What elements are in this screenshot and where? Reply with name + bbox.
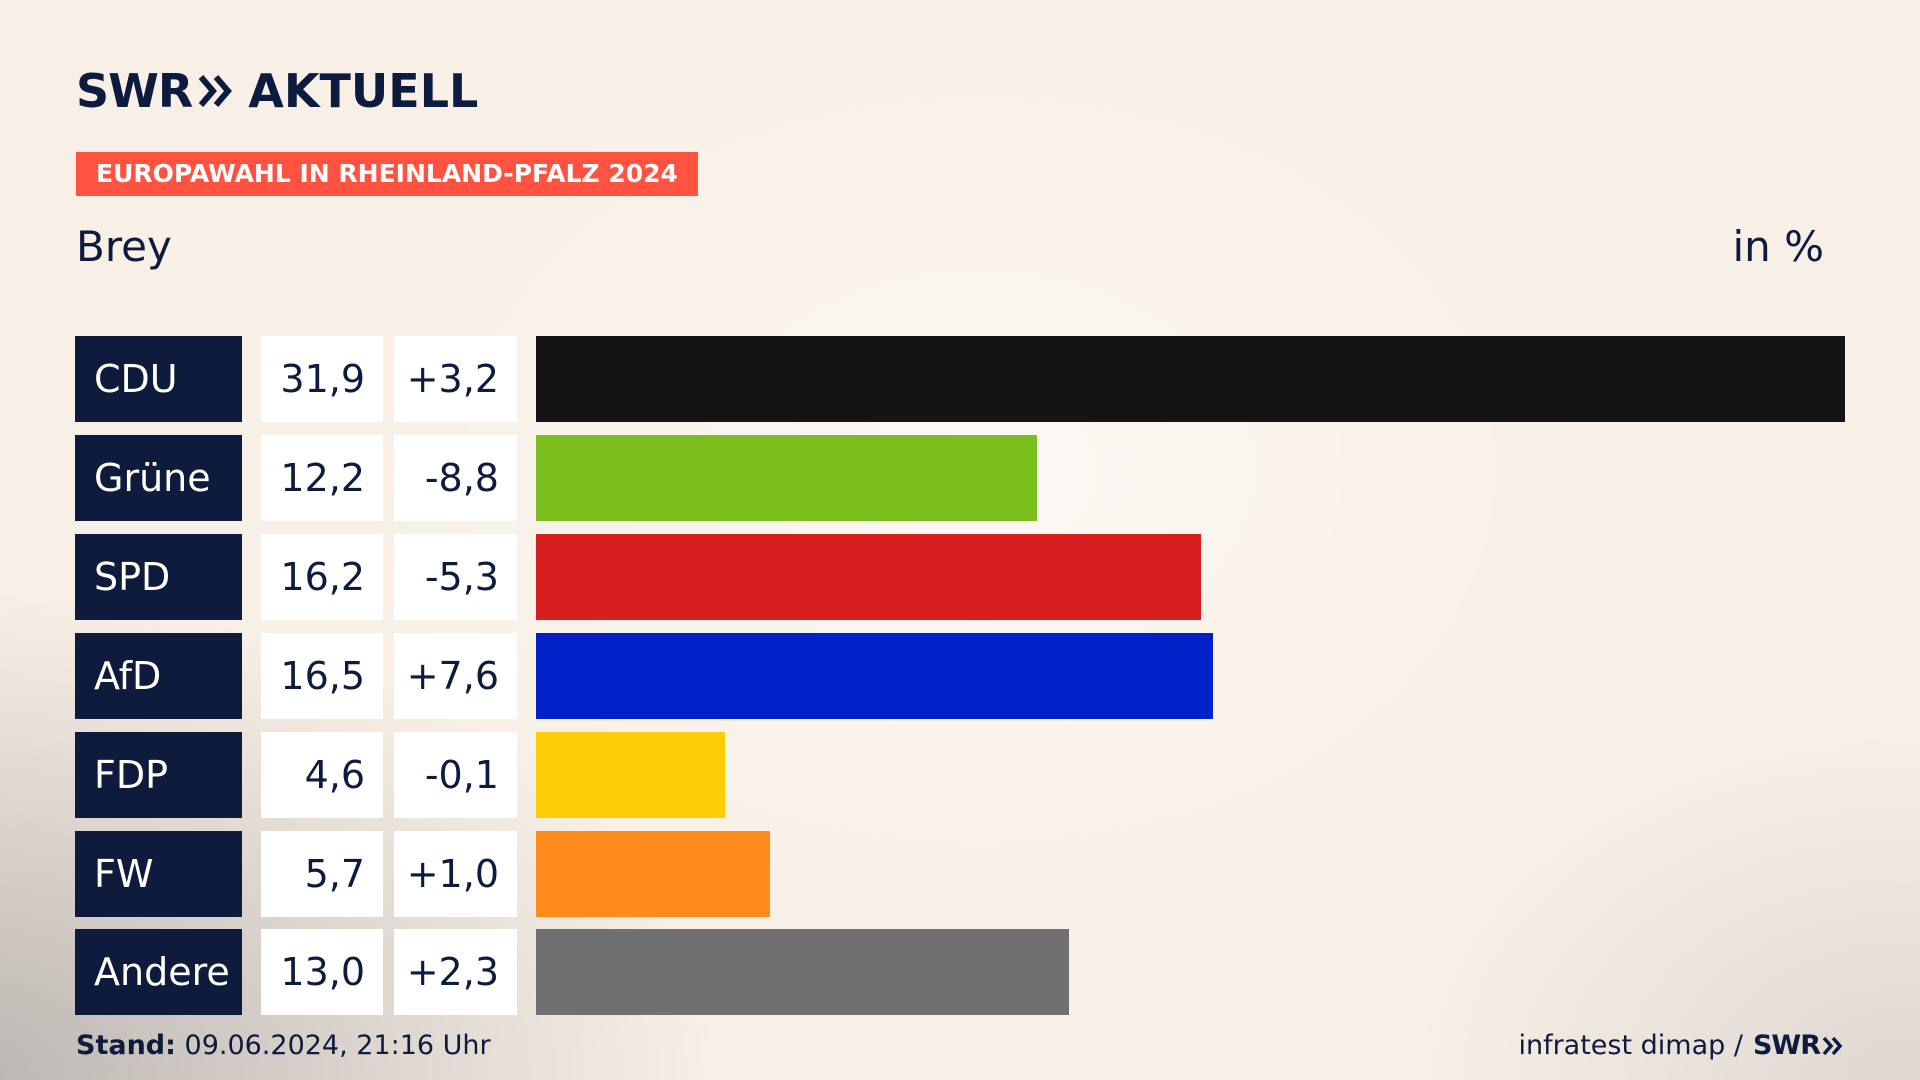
party-label: CDU — [75, 336, 242, 422]
timestamp: Stand: 09.06.2024, 21:16 Uhr — [76, 1030, 491, 1061]
vote-share-value: 16,2 — [261, 534, 383, 620]
vote-share-change: -5,3 — [394, 534, 517, 620]
stand-value: 09.06.2024, 21:16 Uhr — [184, 1030, 491, 1061]
vote-share-value: 5,7 — [261, 831, 383, 917]
result-bar — [536, 633, 1213, 719]
stand-label: Stand: — [76, 1030, 176, 1061]
vote-share-value: 4,6 — [261, 732, 383, 818]
party-label: Andere — [75, 929, 242, 1015]
party-label: FDP — [75, 732, 242, 818]
party-label: FW — [75, 831, 242, 917]
vote-share-change: -8,8 — [394, 435, 517, 521]
chevron-double-right-icon — [198, 74, 234, 108]
vote-share-change: +2,3 — [394, 929, 517, 1015]
party-label: SPD — [75, 534, 242, 620]
vote-share-change: +7,6 — [394, 633, 517, 719]
location-title: Brey — [76, 222, 172, 271]
result-bar — [536, 336, 1845, 422]
logo-swr-text: SWR — [76, 64, 193, 118]
vote-share-value: 16,5 — [261, 633, 383, 719]
swr-small-text: SWR — [1752, 1030, 1821, 1061]
vote-share-value: 12,2 — [261, 435, 383, 521]
vote-share-value: 31,9 — [261, 336, 383, 422]
result-bar — [536, 534, 1201, 620]
party-label: Grüne — [75, 435, 242, 521]
source-credit: infratest dimap / SWR — [1518, 1030, 1844, 1061]
unit-label: in % — [1732, 222, 1824, 271]
source-text: infratest dimap / — [1518, 1030, 1743, 1061]
logo-aktuell-text: AKTUELL — [248, 64, 479, 118]
result-bar — [536, 732, 725, 818]
chevron-double-right-icon — [1822, 1036, 1843, 1055]
swr-aktuell-logo: SWR AKTUELL — [76, 64, 479, 118]
result-bar — [536, 831, 770, 917]
vote-share-change: +1,0 — [394, 831, 517, 917]
swr-small-logo: SWR — [1753, 1030, 1844, 1061]
vote-share-change: -0,1 — [394, 732, 517, 818]
vote-share-change: +3,2 — [394, 336, 517, 422]
vote-share-value: 13,0 — [261, 929, 383, 1015]
party-label: AfD — [75, 633, 242, 719]
election-badge: EUROPAWAHL IN RHEINLAND-PFALZ 2024 — [76, 152, 698, 196]
result-bar — [536, 435, 1037, 521]
result-bar — [536, 929, 1069, 1015]
